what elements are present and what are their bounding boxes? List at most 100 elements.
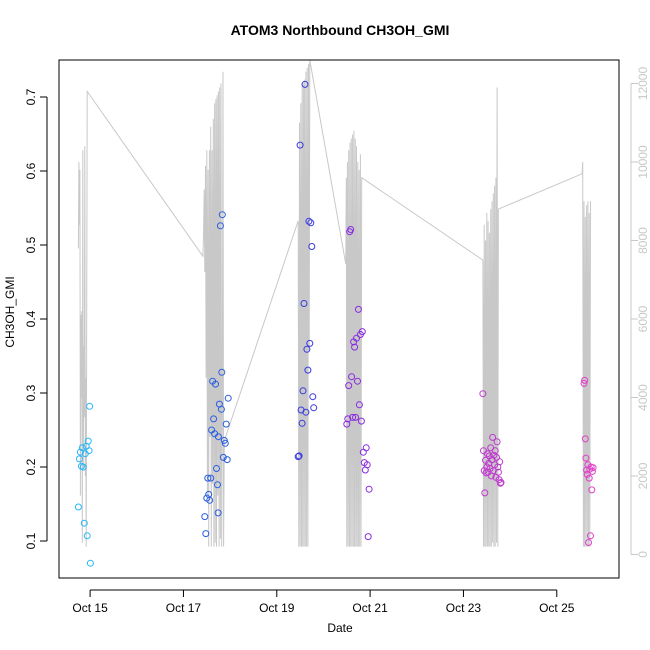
data-point <box>363 461 371 469</box>
data-point <box>219 453 227 461</box>
data-point <box>213 465 220 472</box>
data-point <box>351 343 359 351</box>
data-point <box>354 377 361 385</box>
data-point <box>354 305 362 313</box>
x-tick-label: Oct 21 <box>352 601 388 615</box>
data-point <box>80 519 88 527</box>
data-point <box>494 468 502 476</box>
y-tick-label: 0.1 <box>24 532 38 549</box>
data-point <box>479 390 487 398</box>
x-tick-label: Oct 17 <box>166 601 202 615</box>
data-point <box>364 533 372 541</box>
data-point <box>483 463 491 471</box>
data-point <box>74 503 82 511</box>
data-point <box>214 509 222 517</box>
data-point <box>295 452 303 460</box>
data-point <box>221 439 229 447</box>
data-point <box>305 217 313 225</box>
data-point <box>353 334 360 342</box>
data-point <box>345 382 353 390</box>
y2-tick-label: 12000 <box>636 67 650 101</box>
data-point <box>587 532 594 540</box>
data-point <box>493 438 501 446</box>
data-point <box>218 211 226 219</box>
data-point <box>343 420 351 428</box>
data-point <box>220 436 228 444</box>
data-point <box>217 405 225 413</box>
data-point <box>307 219 315 227</box>
y2-tick-label: 8000 <box>636 227 650 254</box>
data-point <box>212 380 219 388</box>
y-tick-label: 0.7 <box>24 88 38 105</box>
data-point <box>581 376 589 384</box>
data-point <box>86 402 94 410</box>
data-point <box>582 454 590 462</box>
y-tick-label: 0.4 <box>24 310 38 327</box>
data-point <box>301 80 309 88</box>
data-point <box>581 435 589 443</box>
data-point <box>299 387 307 395</box>
data-point <box>206 496 214 504</box>
data-point <box>218 368 226 376</box>
data-point <box>303 345 311 353</box>
data-point <box>214 481 221 489</box>
plot-box <box>58 59 620 579</box>
data-point <box>497 479 505 486</box>
y-tick-label: 0.6 <box>24 162 38 179</box>
data-point <box>309 393 317 401</box>
data-point <box>585 474 593 482</box>
right-axis-line <box>77 59 591 547</box>
data-point <box>589 464 597 472</box>
data-point <box>75 455 83 463</box>
data-point <box>222 420 230 428</box>
data-point <box>202 530 210 538</box>
data-point <box>588 467 596 475</box>
y2-tick-label: 6000 <box>636 305 650 332</box>
axes: Oct 15 Oct 17 Oct 19 Oct 21 Oct 23 Oct 25 0.1 0… <box>24 67 650 615</box>
data-point <box>204 474 212 482</box>
y-tick-label: 0.3 <box>24 384 38 401</box>
y-tick-label: 0.2 <box>24 458 38 475</box>
data-point <box>300 300 308 307</box>
data-point <box>362 444 370 452</box>
data-point <box>349 413 357 421</box>
data-point <box>496 458 504 466</box>
data-point <box>483 450 491 458</box>
data-point <box>304 366 312 374</box>
data-point <box>347 226 355 233</box>
data-point <box>357 417 365 425</box>
y-axis-label: CH3OH_GMI <box>3 276 17 347</box>
data-point <box>210 415 218 423</box>
right-axis-line-series <box>77 59 591 547</box>
data-point <box>216 222 224 230</box>
data-point <box>201 513 209 521</box>
data-point <box>207 474 215 482</box>
data-point <box>84 437 92 445</box>
data-point <box>224 394 232 402</box>
y2-tick-label: 0 <box>636 551 650 558</box>
data-point <box>358 328 366 336</box>
x-tick-label: Oct 19 <box>259 601 295 615</box>
data-point <box>86 559 94 567</box>
data-point <box>585 539 592 546</box>
data-point <box>344 415 352 423</box>
data-point <box>296 141 304 149</box>
x-axis-label: Date <box>327 621 353 635</box>
data-point <box>78 444 86 452</box>
data-point <box>76 448 84 456</box>
data-point <box>491 447 499 455</box>
y-tick-label: 0.5 <box>24 236 38 253</box>
data-point <box>588 486 596 494</box>
data-point <box>223 456 231 464</box>
data-point <box>85 447 93 455</box>
y2-tick-label: 4000 <box>636 384 650 411</box>
scatter-points <box>74 80 597 567</box>
data-point <box>348 373 356 381</box>
data-point <box>496 479 504 487</box>
x-tick-label: Oct 25 <box>539 601 575 615</box>
chart-title: ATOM3 Northbound CH3OH_GMI <box>231 22 450 38</box>
data-point <box>83 532 91 540</box>
data-point <box>294 453 302 461</box>
data-point <box>310 404 318 412</box>
